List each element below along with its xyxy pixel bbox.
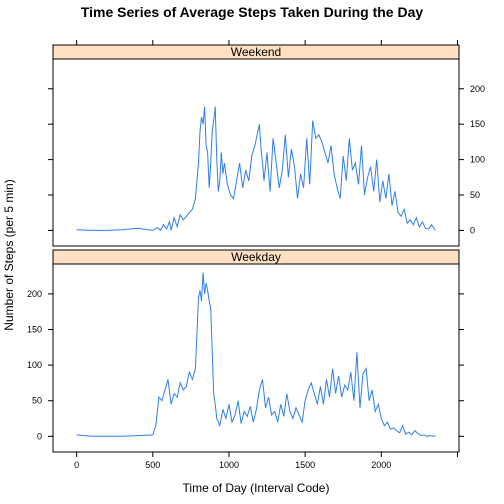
- x-axis-label: Time of Day (Interval Code): [183, 481, 330, 495]
- x-tick-label: 2000: [371, 460, 391, 470]
- weekday-y-tick-label: 50: [32, 396, 42, 406]
- weekend-strip-label: Weekend: [231, 45, 281, 59]
- weekend-y-tick-label: 50: [470, 190, 480, 200]
- weekday-y-tick-label: 0: [37, 431, 42, 441]
- weekday-panel-frame: [52, 263, 460, 453]
- x-tick-label: 500: [145, 460, 160, 470]
- x-tick-label: 1000: [219, 460, 239, 470]
- weekend-y-tick-label: 0: [470, 225, 475, 235]
- weekday-series-line: [76, 272, 436, 437]
- weekday-strip-label: Weekday: [231, 250, 281, 264]
- y-axis-label: Number of Steps (per 5 min): [2, 179, 16, 330]
- weekend-panel-frame: [52, 58, 460, 247]
- weekday-y-tick-label: 150: [27, 325, 42, 335]
- x-tick-label: 0: [74, 460, 79, 470]
- weekend-y-tick-label: 150: [470, 119, 485, 129]
- weekend-y-tick-label: 200: [470, 84, 485, 94]
- weekend-series-line: [76, 106, 436, 232]
- x-tick-label: 1500: [295, 460, 315, 470]
- chart-title: Time Series of Average Steps Taken Durin…: [81, 4, 424, 20]
- weekday-y-tick-label: 100: [27, 360, 42, 370]
- weekend-y-tick-label: 100: [470, 155, 485, 165]
- weekday-y-tick-label: 200: [27, 289, 42, 299]
